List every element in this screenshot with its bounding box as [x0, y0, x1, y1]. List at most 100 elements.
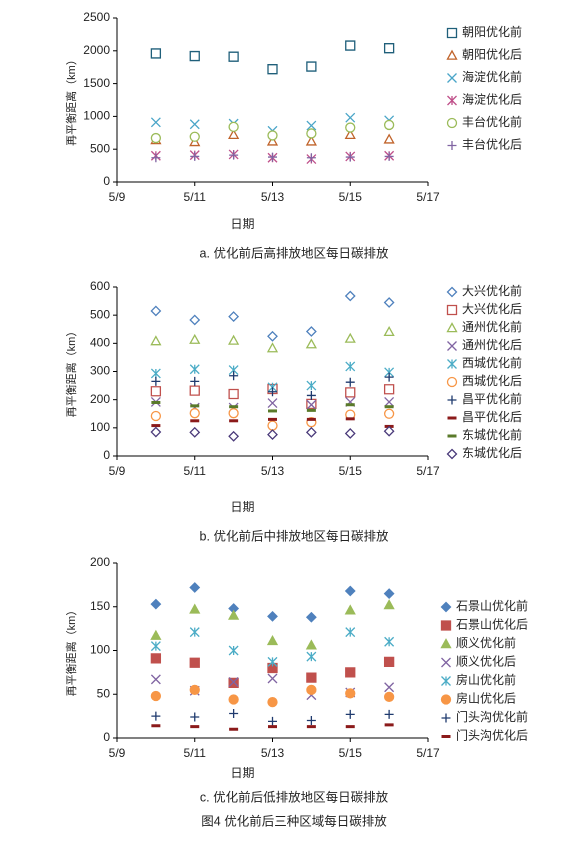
data-point	[384, 682, 395, 693]
data-point	[150, 410, 162, 422]
x-tick-label: 5/9	[109, 746, 126, 760]
y-tick-label: 100	[90, 420, 110, 434]
data-point	[228, 408, 239, 419]
data-point	[383, 384, 395, 395]
y-tick-label: 1000	[83, 109, 110, 123]
legend-marker	[446, 304, 458, 316]
legend-label: 丰台优化前	[462, 114, 522, 129]
data-point	[228, 430, 240, 442]
data-point	[345, 688, 356, 699]
data-point	[268, 716, 277, 726]
data-point	[345, 377, 355, 387]
legend-label: 朝阳优化后	[462, 48, 522, 62]
legend-label: 门头沟优化前	[456, 709, 528, 724]
data-point	[306, 380, 317, 391]
data-point	[150, 305, 162, 317]
data-point	[266, 135, 279, 146]
x-tick-label: 5/15	[339, 464, 363, 478]
data-point	[383, 119, 395, 131]
legend-marker	[447, 395, 457, 405]
legend-label: 海淀优化前	[462, 69, 522, 84]
data-point	[344, 290, 356, 302]
data-point	[150, 368, 161, 379]
data-point	[384, 151, 394, 161]
data-point	[306, 684, 317, 696]
legend-label: 海淀优化后	[462, 92, 522, 107]
data-point	[267, 130, 278, 141]
data-point	[228, 694, 239, 705]
y-tick-label: 50	[97, 686, 111, 700]
y-axis-label: 再平衡距离（km）	[64, 326, 78, 418]
data-point	[383, 325, 395, 337]
legend-marker	[446, 49, 458, 60]
y-tick-label: 1500	[83, 76, 110, 90]
data-point	[189, 408, 200, 419]
chart-caption: a. 优化前后高排放地区每日碳排放	[200, 245, 389, 260]
y-tick-label: 100	[90, 643, 110, 657]
data-point	[150, 335, 162, 346]
data-point	[384, 396, 395, 407]
legend-label: 大兴优化前	[462, 283, 522, 298]
data-point	[384, 709, 394, 719]
legend-marker	[446, 322, 458, 333]
data-point	[228, 677, 239, 687]
data-point	[344, 604, 356, 615]
data-point	[150, 653, 162, 664]
legend-label: 大兴优化后	[462, 302, 522, 316]
data-point	[151, 711, 161, 721]
legend-label: 通州优化前	[462, 319, 522, 334]
data-point	[306, 672, 317, 683]
data-point	[189, 426, 201, 438]
figure-caption: 图4 优化前后三种区域每日碳排放	[201, 813, 387, 828]
legend-marker	[441, 676, 451, 686]
data-point	[150, 641, 161, 652]
data-point	[306, 120, 317, 131]
data-point	[384, 636, 395, 647]
x-axis-label: 日期	[230, 500, 254, 514]
data-point	[151, 153, 161, 163]
legend-marker	[447, 141, 457, 150]
data-point	[190, 376, 200, 386]
data-point	[228, 121, 239, 133]
legend-label: 石景山优化前	[456, 598, 528, 613]
legend-marker	[440, 620, 452, 631]
x-tick-label: 5/11	[184, 746, 207, 760]
legend-label: 顺义优化后	[456, 655, 516, 669]
data-point	[383, 656, 395, 668]
data-point	[306, 651, 317, 662]
data-point	[383, 43, 395, 54]
x-tick-label: 5/15	[339, 190, 363, 204]
data-point	[267, 420, 278, 431]
y-axis-label: 再平衡距离（km）	[64, 605, 78, 697]
data-point	[228, 311, 240, 322]
legend-label: 顺义优化前	[456, 635, 516, 650]
legend-marker	[440, 601, 452, 613]
data-point	[306, 61, 317, 72]
data-point	[345, 387, 356, 398]
x-tick-label: 5/9	[109, 464, 126, 478]
data-point	[306, 128, 317, 139]
data-point	[151, 376, 161, 386]
x-tick-label: 5/17	[416, 464, 440, 478]
data-point	[150, 48, 162, 59]
data-point	[150, 117, 161, 128]
data-point	[345, 667, 356, 678]
data-point	[344, 585, 356, 597]
data-point	[150, 598, 162, 610]
legend-marker	[447, 95, 457, 106]
y-tick-label: 0	[103, 174, 110, 188]
x-tick-label: 5/15	[339, 746, 363, 760]
legend-label: 石景山优化后	[456, 618, 528, 632]
data-point	[150, 690, 162, 702]
y-tick-label: 150	[90, 599, 110, 613]
data-point	[384, 372, 394, 382]
y-tick-label: 500	[90, 307, 110, 321]
data-point	[150, 386, 162, 397]
data-point	[229, 150, 239, 160]
data-point	[189, 119, 200, 130]
data-point	[190, 151, 200, 161]
legend-marker	[447, 359, 457, 369]
x-tick-label: 5/9	[109, 190, 126, 204]
data-point	[268, 152, 277, 162]
